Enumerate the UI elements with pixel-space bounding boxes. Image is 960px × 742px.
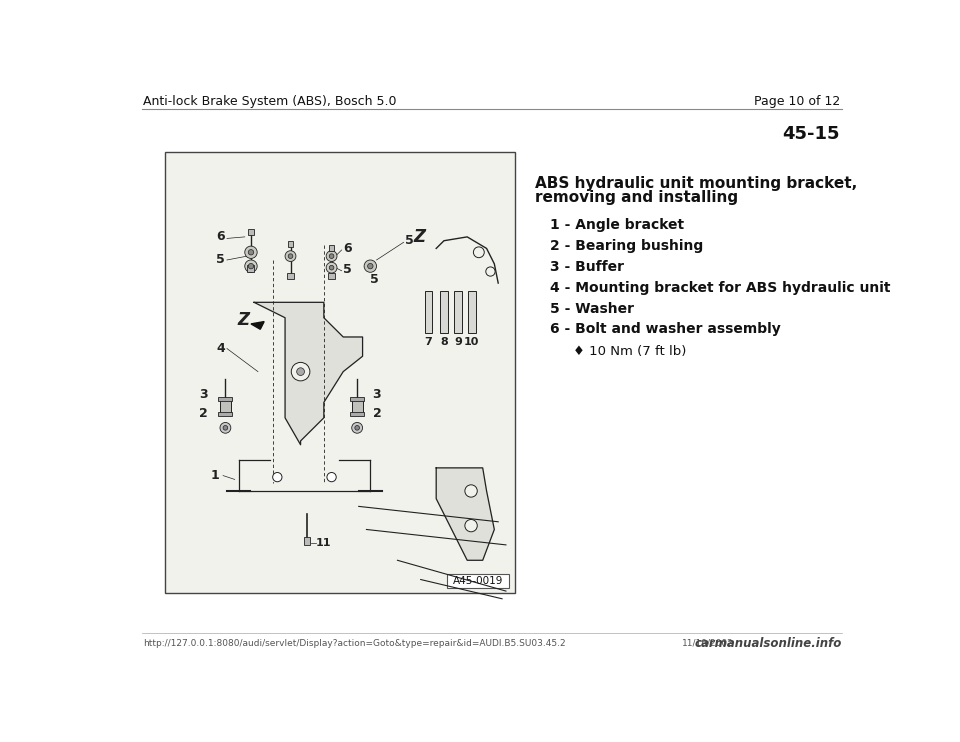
Polygon shape bbox=[251, 321, 264, 329]
Bar bbox=[328, 273, 335, 279]
Text: 3: 3 bbox=[199, 388, 207, 401]
Circle shape bbox=[249, 249, 253, 255]
Circle shape bbox=[285, 251, 296, 261]
Circle shape bbox=[364, 260, 376, 272]
Circle shape bbox=[223, 425, 228, 430]
Circle shape bbox=[291, 362, 310, 381]
Text: Z: Z bbox=[413, 228, 425, 246]
Text: carmanualsonline.info: carmanualsonline.info bbox=[695, 637, 842, 650]
Circle shape bbox=[465, 519, 477, 532]
Text: removing and installing: removing and installing bbox=[535, 190, 737, 205]
Bar bbox=[351, 399, 363, 413]
Polygon shape bbox=[254, 302, 363, 444]
Circle shape bbox=[297, 368, 304, 375]
Text: 45-15: 45-15 bbox=[781, 125, 839, 142]
Text: 4: 4 bbox=[216, 342, 226, 355]
Text: ABS hydraulic unit mounting bracket,: ABS hydraulic unit mounting bracket, bbox=[535, 176, 857, 191]
Bar bbox=[424, 291, 432, 333]
Text: 2: 2 bbox=[199, 407, 207, 421]
Text: A45-0019: A45-0019 bbox=[453, 576, 503, 586]
Bar bbox=[248, 266, 254, 272]
Text: Z: Z bbox=[237, 311, 249, 329]
Text: 2 - Bearing bushing: 2 - Bearing bushing bbox=[550, 239, 704, 253]
Text: 3: 3 bbox=[372, 388, 381, 401]
Circle shape bbox=[245, 246, 257, 258]
Circle shape bbox=[329, 254, 334, 258]
Circle shape bbox=[465, 485, 477, 497]
Bar bbox=[288, 240, 293, 247]
Circle shape bbox=[327, 473, 336, 482]
Bar bbox=[220, 399, 230, 413]
Text: 5 - Washer: 5 - Washer bbox=[550, 301, 635, 315]
Circle shape bbox=[368, 263, 373, 269]
Text: 8: 8 bbox=[440, 338, 447, 347]
Text: 5: 5 bbox=[405, 234, 414, 247]
Text: 9: 9 bbox=[454, 338, 462, 347]
Circle shape bbox=[326, 262, 337, 273]
Circle shape bbox=[220, 422, 230, 433]
Text: Anti-lock Brake System (ABS), Bosch 5.0: Anti-lock Brake System (ABS), Bosch 5.0 bbox=[143, 95, 396, 108]
Bar bbox=[287, 273, 294, 279]
Text: 3 - Buffer: 3 - Buffer bbox=[550, 260, 624, 274]
Bar bbox=[329, 245, 334, 251]
Text: 11: 11 bbox=[316, 539, 331, 548]
Text: 10: 10 bbox=[465, 338, 480, 347]
Circle shape bbox=[245, 260, 257, 272]
Text: 1: 1 bbox=[211, 469, 220, 482]
Bar bbox=[440, 291, 447, 333]
Bar bbox=[303, 537, 310, 545]
Text: 5: 5 bbox=[344, 263, 352, 276]
Circle shape bbox=[329, 266, 334, 270]
Circle shape bbox=[351, 422, 363, 433]
Bar bbox=[350, 397, 364, 401]
Text: ♦ 10 Nm (7 ft lb): ♦ 10 Nm (7 ft lb) bbox=[573, 346, 686, 358]
Bar bbox=[447, 574, 509, 588]
Text: 1 - Angle bracket: 1 - Angle bracket bbox=[550, 218, 684, 232]
Text: 11/19/2002: 11/19/2002 bbox=[682, 639, 733, 648]
Circle shape bbox=[486, 267, 495, 276]
Circle shape bbox=[473, 247, 484, 257]
Circle shape bbox=[326, 251, 337, 261]
Text: 6: 6 bbox=[216, 230, 225, 243]
Text: 2: 2 bbox=[372, 407, 381, 421]
Bar bbox=[249, 229, 253, 235]
Polygon shape bbox=[436, 468, 494, 560]
Circle shape bbox=[288, 254, 293, 258]
Text: 7: 7 bbox=[424, 338, 432, 347]
Text: http://127.0.0.1:8080/audi/servlet/Display?action=Goto&type=repair&id=AUDI.B5.SU: http://127.0.0.1:8080/audi/servlet/Displ… bbox=[143, 639, 565, 648]
Bar bbox=[468, 291, 476, 333]
Text: 4 - Mounting bracket for ABS hydraulic unit: 4 - Mounting bracket for ABS hydraulic u… bbox=[550, 280, 891, 295]
Bar bbox=[454, 291, 462, 333]
Circle shape bbox=[355, 425, 359, 430]
Text: Page 10 of 12: Page 10 of 12 bbox=[755, 95, 841, 108]
Circle shape bbox=[273, 473, 282, 482]
Bar bbox=[219, 412, 232, 416]
Bar bbox=[219, 397, 232, 401]
Text: 6 - Bolt and washer assembly: 6 - Bolt and washer assembly bbox=[550, 322, 780, 336]
Text: 6: 6 bbox=[344, 242, 351, 255]
Bar bbox=[350, 412, 364, 416]
Circle shape bbox=[249, 263, 253, 269]
Bar bbox=[165, 152, 516, 593]
Text: 5: 5 bbox=[371, 273, 379, 286]
Text: 5: 5 bbox=[216, 254, 226, 266]
